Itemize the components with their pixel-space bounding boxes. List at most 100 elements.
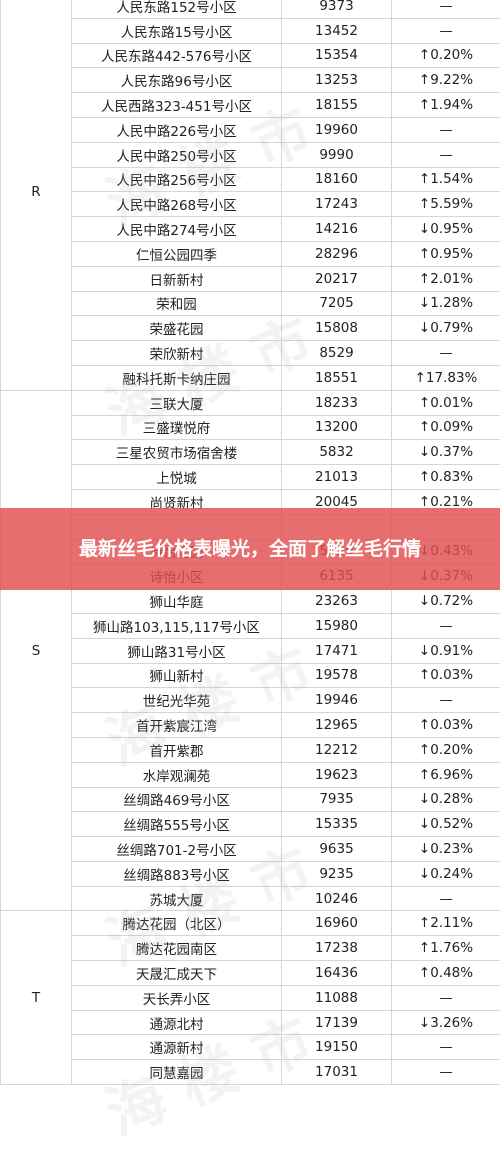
community-name: 人民东路96号小区 xyxy=(72,68,282,93)
unit-price: 13253 xyxy=(282,68,392,93)
price-change: — xyxy=(392,985,500,1010)
unit-price: 13452 xyxy=(282,18,392,43)
unit-price: 17471 xyxy=(282,638,392,663)
unit-price: 7935 xyxy=(282,787,392,812)
price-change: ↑1.76% xyxy=(392,936,500,961)
unit-price: 13200 xyxy=(282,415,392,440)
price-change: ↑0.03% xyxy=(392,663,500,688)
unit-price: 19946 xyxy=(282,688,392,713)
price-change: ↑9.22% xyxy=(392,68,500,93)
unit-price: 15980 xyxy=(282,613,392,638)
unit-price: 17139 xyxy=(282,1010,392,1035)
price-change: — xyxy=(392,117,500,142)
price-change: — xyxy=(392,688,500,713)
community-name: 苏城大厦 xyxy=(72,886,282,911)
community-name: 人民西路323-451号小区 xyxy=(72,93,282,118)
unit-price: 15335 xyxy=(282,812,392,837)
unit-price: 19960 xyxy=(282,117,392,142)
community-name: 三星农贸市场宿舍楼 xyxy=(72,440,282,465)
price-change: — xyxy=(392,142,500,167)
section-letter: S xyxy=(1,390,72,911)
price-change: ↑0.03% xyxy=(392,713,500,738)
unit-price: 9235 xyxy=(282,861,392,886)
price-change: ↓0.24% xyxy=(392,861,500,886)
community-name: 丝绸路883号小区 xyxy=(72,861,282,886)
unit-price: 17238 xyxy=(282,936,392,961)
community-name: 通源新村 xyxy=(72,1035,282,1060)
community-name: 丝绸路701-2号小区 xyxy=(72,837,282,862)
price-change: ↓0.23% xyxy=(392,837,500,862)
price-change: ↑0.09% xyxy=(392,415,500,440)
community-name: 狮山路103,115,117号小区 xyxy=(72,613,282,638)
price-change: ↑0.20% xyxy=(392,737,500,762)
unit-price: 21013 xyxy=(282,465,392,490)
price-change: ↓0.28% xyxy=(392,787,500,812)
community-name: 腾达花园南区 xyxy=(72,936,282,961)
price-change: ↓0.37% xyxy=(392,440,500,465)
price-change: ↓0.52% xyxy=(392,812,500,837)
price-change: ↑1.94% xyxy=(392,93,500,118)
price-change: ↓0.91% xyxy=(392,638,500,663)
price-change: ↑0.20% xyxy=(392,43,500,68)
headline-banner: 最新丝毛价格表曝光，全面了解丝毛行情 xyxy=(0,508,500,590)
unit-price: 7205 xyxy=(282,291,392,316)
unit-price: 10246 xyxy=(282,886,392,911)
price-change: ↑0.83% xyxy=(392,465,500,490)
community-name: 狮山新村 xyxy=(72,663,282,688)
community-name: 水岸观澜苑 xyxy=(72,762,282,787)
price-change: ↓0.79% xyxy=(392,316,500,341)
price-change: ↑1.54% xyxy=(392,167,500,192)
price-change: ↑2.11% xyxy=(392,911,500,936)
unit-price: 9990 xyxy=(282,142,392,167)
unit-price: 16960 xyxy=(282,911,392,936)
community-name: 丝绸路555号小区 xyxy=(72,812,282,837)
community-name: 首开紫郡 xyxy=(72,737,282,762)
price-change: ↓1.28% xyxy=(392,291,500,316)
price-change: ↑0.48% xyxy=(392,961,500,986)
unit-price: 15808 xyxy=(282,316,392,341)
price-change: ↑0.01% xyxy=(392,390,500,415)
unit-price: 19578 xyxy=(282,663,392,688)
price-change: ↑6.96% xyxy=(392,762,500,787)
community-name: 人民东路15号小区 xyxy=(72,18,282,43)
community-name: 人民中路274号小区 xyxy=(72,217,282,242)
community-name: 丝绸路469号小区 xyxy=(72,787,282,812)
unit-price: 14216 xyxy=(282,217,392,242)
community-name: 人民中路250号小区 xyxy=(72,142,282,167)
unit-price: 17031 xyxy=(282,1060,392,1085)
unit-price: 20217 xyxy=(282,266,392,291)
community-name: 人民中路226号小区 xyxy=(72,117,282,142)
price-change: — xyxy=(392,18,500,43)
unit-price: 11088 xyxy=(282,985,392,1010)
community-name: 天长弄小区 xyxy=(72,985,282,1010)
price-change: ↑17.83% xyxy=(392,365,500,390)
community-name: 日新新村 xyxy=(72,266,282,291)
unit-price: 16436 xyxy=(282,961,392,986)
unit-price: 18233 xyxy=(282,390,392,415)
community-name: 融科托斯卡纳庄园 xyxy=(72,365,282,390)
community-name: 三盛璞悦府 xyxy=(72,415,282,440)
